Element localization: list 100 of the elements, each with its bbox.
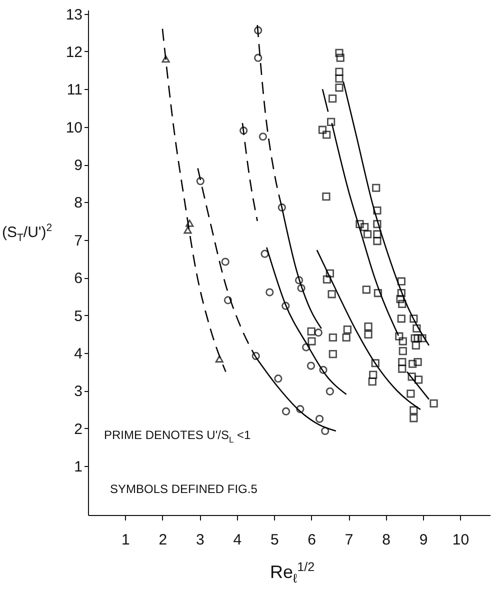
annotation: SYMBOLS DEFINED FIG.5 <box>110 482 258 496</box>
x-tick-label: 2 <box>158 532 168 548</box>
point <box>398 364 406 373</box>
y-tick-label: 9 <box>74 157 82 174</box>
y-tick-label: 3 <box>74 383 82 400</box>
y-tick-label: 1 <box>74 458 82 476</box>
point <box>364 330 372 339</box>
point <box>306 362 316 370</box>
point <box>282 302 290 310</box>
point <box>278 203 286 212</box>
point <box>224 296 232 304</box>
y-tick-label: 11 <box>66 82 82 99</box>
point <box>315 414 324 423</box>
point <box>184 226 192 234</box>
point <box>327 118 336 126</box>
point <box>397 288 406 298</box>
line-series <box>162 28 226 372</box>
point <box>410 334 419 342</box>
point <box>430 399 438 408</box>
point <box>322 130 331 139</box>
y-tick-label: 5 <box>74 308 82 325</box>
point <box>302 343 310 352</box>
point <box>343 326 352 334</box>
point <box>254 26 262 34</box>
point <box>328 290 336 298</box>
point <box>373 230 382 238</box>
point <box>414 358 422 366</box>
point <box>258 132 267 141</box>
point <box>186 220 194 227</box>
x-tick-label: 8 <box>382 532 390 548</box>
point <box>342 333 350 342</box>
x-tick-label: 3 <box>196 532 204 548</box>
y-tick-label: 8 <box>74 194 82 212</box>
point <box>414 334 422 342</box>
point <box>335 84 344 92</box>
point <box>294 276 304 284</box>
x-tick-label: 7 <box>344 532 354 548</box>
point <box>221 258 230 266</box>
point <box>326 387 334 396</box>
point <box>240 126 248 135</box>
point <box>274 374 282 383</box>
point <box>322 275 332 284</box>
point <box>414 376 423 384</box>
point <box>410 314 418 323</box>
y-tick-label: 7 <box>74 232 82 250</box>
point <box>215 355 224 363</box>
point <box>398 300 406 308</box>
point <box>410 414 418 422</box>
point <box>408 360 417 368</box>
point <box>396 295 404 304</box>
point <box>314 328 322 337</box>
line-series <box>316 249 422 410</box>
x-tick-label: 9 <box>419 532 428 548</box>
point <box>335 74 344 83</box>
point <box>373 220 382 228</box>
y-tick-label: 4 <box>74 345 82 362</box>
y-tick-label: 6 <box>74 270 82 288</box>
point <box>356 220 364 228</box>
point <box>398 337 407 346</box>
point <box>326 269 334 278</box>
point <box>252 352 260 360</box>
y-tick-label: 12 <box>66 44 82 61</box>
point <box>373 236 382 246</box>
point <box>395 332 404 340</box>
x-tick-label: 1 <box>122 532 130 548</box>
point <box>321 426 330 436</box>
point <box>412 324 421 333</box>
point <box>397 314 406 323</box>
annotation: PRIME DENOTES U'/S$_{L}$ <1 <box>104 428 251 444</box>
point <box>374 288 382 298</box>
point <box>260 250 269 258</box>
x-tick-label: 4 <box>233 532 242 548</box>
point <box>319 366 328 374</box>
point <box>335 48 344 58</box>
point <box>335 68 344 76</box>
point <box>328 94 337 103</box>
point <box>398 347 407 356</box>
point <box>418 334 426 342</box>
point <box>364 322 372 331</box>
point <box>362 286 370 294</box>
point <box>373 206 382 215</box>
point <box>372 184 380 192</box>
x-tick-label: 5 <box>270 532 279 548</box>
point <box>308 337 316 346</box>
y-tick-label: 10 <box>66 119 82 136</box>
point <box>322 192 330 201</box>
point <box>328 350 337 358</box>
point <box>398 358 406 366</box>
point <box>254 54 262 62</box>
point <box>296 405 304 414</box>
point <box>266 288 274 296</box>
point <box>297 284 306 292</box>
y-tick-label: 2 <box>74 420 82 438</box>
point <box>369 370 378 379</box>
point <box>328 333 337 342</box>
point <box>360 223 369 232</box>
point <box>336 54 344 62</box>
point <box>408 372 416 381</box>
point <box>397 277 406 286</box>
point <box>363 230 372 238</box>
